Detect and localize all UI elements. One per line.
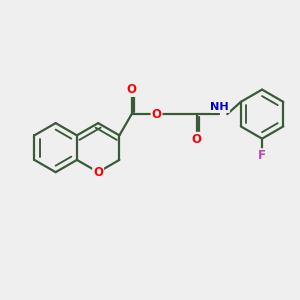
Text: F: F bbox=[258, 149, 266, 162]
Text: O: O bbox=[93, 166, 103, 179]
Text: NH: NH bbox=[210, 102, 229, 112]
Text: O: O bbox=[127, 83, 136, 96]
Text: O: O bbox=[152, 108, 162, 121]
Text: O: O bbox=[192, 133, 202, 146]
